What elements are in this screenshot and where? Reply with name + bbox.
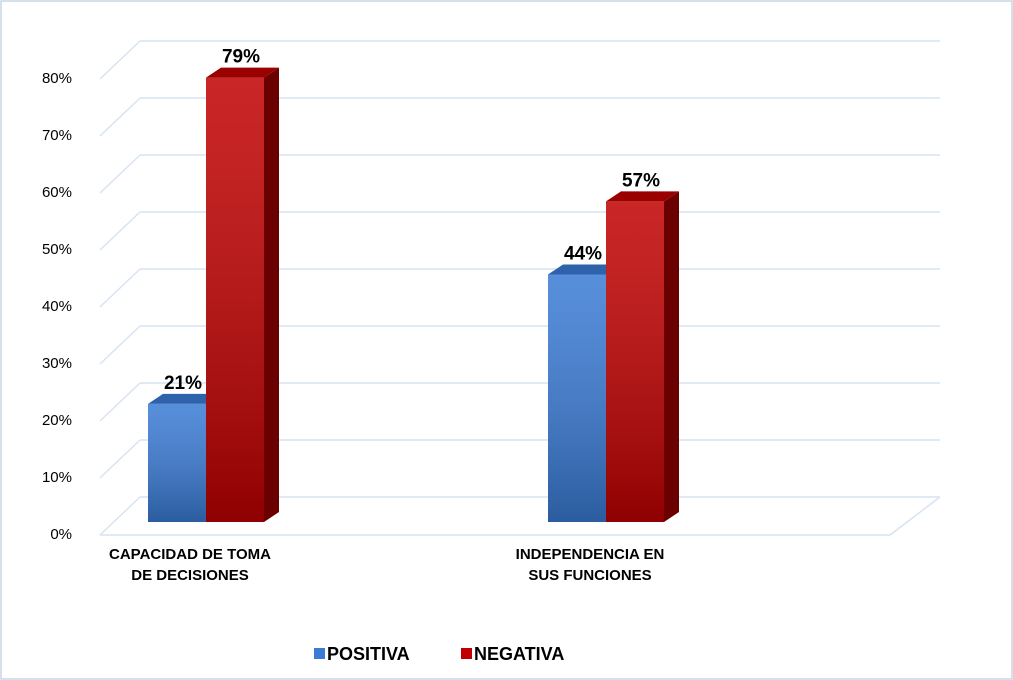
legend-label: NEGATIVA xyxy=(474,644,564,664)
data-label: 57% xyxy=(622,170,660,191)
grid-line xyxy=(99,97,141,137)
bar-top xyxy=(548,264,621,275)
y-tick-label: 0% xyxy=(50,526,72,543)
floor-line xyxy=(889,496,941,536)
grid-line xyxy=(99,211,141,251)
bar-side xyxy=(264,67,279,522)
grid-line xyxy=(99,268,141,308)
y-tick-label: 30% xyxy=(42,355,72,372)
grid-line xyxy=(99,325,141,365)
y-tick-label: 70% xyxy=(42,127,72,144)
bar-top xyxy=(206,67,279,78)
grid-line xyxy=(99,154,141,194)
y-tick-label: 60% xyxy=(42,184,72,201)
x-tick-label: CAPACIDAD DE TOMA DE DECISIONES xyxy=(109,546,271,584)
y-tick-label: 10% xyxy=(42,469,72,486)
bar-shade xyxy=(148,403,206,522)
bar-top xyxy=(148,393,221,404)
legend-swatch xyxy=(461,648,472,659)
data-label: 79% xyxy=(222,47,260,68)
bar-top xyxy=(606,191,679,202)
bar-shade xyxy=(206,77,264,522)
grid-line xyxy=(99,40,141,80)
legend-label: POSITIVA xyxy=(327,644,410,664)
legend-swatch xyxy=(314,648,325,659)
grid-line xyxy=(99,439,141,479)
y-tick-label: 50% xyxy=(42,241,72,258)
y-tick-label: 20% xyxy=(42,412,72,429)
y-tick-label: 80% xyxy=(42,70,72,87)
bar xyxy=(606,191,679,522)
grid-line xyxy=(99,496,141,536)
data-label: 44% xyxy=(564,244,602,265)
x-tick-label: INDEPENDENCIA EN SUS FUNCIONES xyxy=(515,546,665,584)
bar xyxy=(206,67,279,522)
bar-shade xyxy=(606,201,664,522)
grid-line xyxy=(99,382,141,422)
bar-shade xyxy=(548,274,606,522)
y-tick-label: 40% xyxy=(42,298,72,315)
data-label: 21% xyxy=(164,373,202,394)
bar-side xyxy=(664,191,679,522)
